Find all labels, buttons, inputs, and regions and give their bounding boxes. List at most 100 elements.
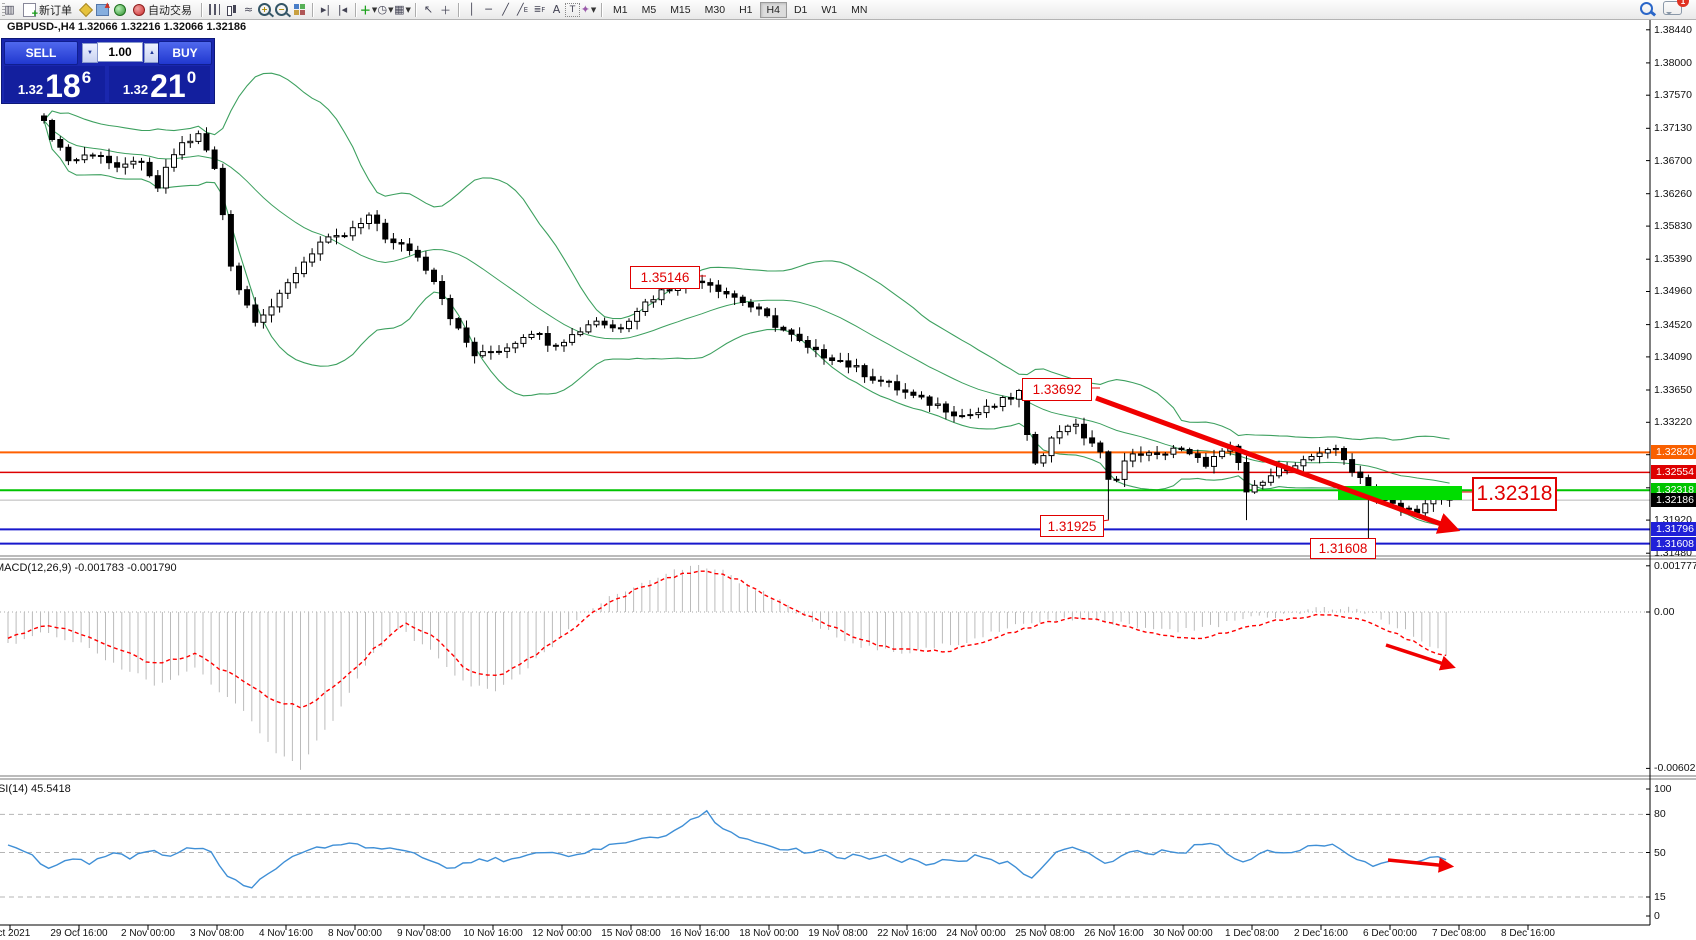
time-tick-label[interactable]: 24 Nov 00:00 (946, 928, 1006, 939)
periods-dropdown-icon[interactable]: ◷ ▼ (377, 3, 394, 16)
time-tick-label[interactable]: 9 Nov 08:00 (397, 928, 451, 939)
price-annotation-1-32318[interactable]: 1.32318 (1472, 477, 1557, 511)
buy-price-small: 1.32 (122, 82, 149, 97)
buy-button[interactable]: BUY (158, 41, 212, 65)
chart-shift-icon[interactable]: |◂ (337, 3, 348, 16)
chat-icon[interactable]: 1 (1663, 0, 1689, 18)
sell-price-display[interactable]: 1.32 18 6 (4, 66, 105, 102)
timeframe-m15[interactable]: M15 (663, 2, 697, 18)
cursor-icon[interactable]: ↖ (423, 3, 434, 16)
text-label-icon[interactable]: T (565, 2, 580, 17)
time-tick-label[interactable]: 1 Dec 08:00 (1225, 928, 1279, 939)
line-chart-icon[interactable]: ≈ (243, 3, 254, 16)
toolbar-separator (415, 2, 416, 17)
timeframe-h1[interactable]: H1 (732, 2, 759, 18)
auto-scroll-icon[interactable]: ▸| (320, 3, 331, 16)
macd-indicator-label: MACD(12,26,9) -0.001783 -0.001790 (0, 562, 177, 574)
price-tick-label: 1.33220 (1654, 416, 1692, 429)
time-axis[interactable]: Oct 2021 29 Oct 16:00 2 Nov 00:00 3 Nov 08:… (0, 926, 1696, 940)
signals-icon[interactable] (111, 2, 128, 18)
time-tick-label[interactable]: 8 Nov 00:00 (328, 928, 382, 939)
price-annotation-1-33692[interactable]: 1.33692 (1022, 378, 1092, 401)
timeframe-d1[interactable]: D1 (787, 2, 814, 18)
timeframe-mn[interactable]: MN (844, 2, 874, 18)
buy-price-display[interactable]: 1.32 21 0 (109, 66, 210, 102)
macd-tick-label: 0.00 (1654, 606, 1675, 618)
time-tick-label[interactable]: 19 Nov 08:00 (808, 928, 868, 939)
price-highlight-label: 1.31608 (1651, 536, 1696, 551)
time-tick-label[interactable]: 7 Dec 08:00 (1432, 928, 1486, 939)
time-tick-label[interactable]: 2 Dec 16:00 (1294, 928, 1348, 939)
price-annotation-1-35146[interactable]: 1.35146 (630, 266, 700, 289)
price-annotation-1-31925[interactable]: 1.31925 (1040, 515, 1104, 537)
macd-tick-label: 0.001777 (1654, 559, 1696, 572)
price-axis[interactable]: 1.38440 1.38000 1.37570 1.37130 1.36700 1.362… (1650, 0, 1696, 940)
time-tick-label[interactable]: 15 Nov 08:00 (601, 928, 661, 939)
buy-price-sup: 0 (186, 68, 197, 87)
timeframe-h4[interactable]: H4 (759, 1, 787, 18)
metaeditor-icon[interactable] (77, 2, 94, 18)
time-tick-label[interactable]: 30 Nov 00:00 (1153, 928, 1213, 939)
indicators-dropdown-icon[interactable]: ＋ ▼ (359, 3, 378, 17)
time-tick-label[interactable]: 6 Dec 00:00 (1363, 928, 1417, 939)
new-order-label: 新订单 (39, 4, 72, 17)
time-tick-label[interactable]: 16 Nov 16:00 (670, 928, 730, 939)
price-tick-label: 1.34090 (1654, 350, 1692, 363)
tile-windows-icon[interactable] (291, 2, 308, 18)
vertical-line-icon[interactable]: │ (468, 3, 475, 16)
text-icon[interactable]: A (552, 3, 561, 16)
price-tick-label: 1.36260 (1654, 187, 1692, 200)
horizontal-line-icon[interactable]: ─ (485, 3, 492, 16)
crosshair-icon[interactable]: ＋ (440, 3, 451, 17)
main-toolbar: ▥ 新订单 自动交易 ≈ + − ▸| |◂ ＋▼ ◷▼ ▦▼ ↖ ＋ │ ─ … (0, 0, 1696, 20)
toolbar-separator (312, 2, 313, 17)
timeframe-m5[interactable]: M5 (635, 2, 664, 18)
time-tick-label[interactable]: 4 Nov 16:00 (259, 928, 313, 939)
publish-chart-icon[interactable] (94, 1, 111, 18)
volume-input[interactable] (97, 42, 143, 62)
arrows-dropdown-icon[interactable]: ✦ ▼ (580, 3, 597, 16)
price-highlight-label: 1.32554 (1651, 465, 1696, 480)
bar-chart-icon[interactable] (206, 2, 223, 18)
time-tick-label[interactable]: 8 Dec 16:00 (1501, 928, 1555, 939)
new-order-icon (23, 2, 38, 20)
autotrading-label: 自动交易 (148, 4, 192, 17)
time-tick-label[interactable]: 22 Nov 16:00 (877, 928, 937, 939)
clipped-chart-icon[interactable]: ▥ (4, 3, 15, 16)
timeframe-m30[interactable]: M30 (698, 2, 732, 18)
volume-decrease-button[interactable]: ▼ (82, 43, 98, 63)
time-tick-label[interactable]: 26 Nov 16:00 (1084, 928, 1144, 939)
time-tick-label[interactable]: 29 Oct 16:00 (50, 928, 108, 939)
toolbar-separator (458, 2, 459, 17)
time-tick-label[interactable]: 10 Nov 16:00 (463, 928, 523, 939)
candlestick-chart-icon[interactable] (223, 2, 240, 18)
zoom-out-icon[interactable]: − (274, 2, 291, 18)
sell-button[interactable]: SELL (4, 41, 78, 65)
toolbar-grip[interactable] (2, 3, 5, 16)
time-tick-label[interactable]: 12 Nov 00:00 (532, 928, 592, 939)
equidistant-channel-icon[interactable]: ╱ E (516, 3, 529, 16)
zoom-in-icon[interactable]: + (257, 2, 274, 18)
new-order-button[interactable]: 新订单 (18, 1, 77, 20)
timeframe-w1[interactable]: W1 (814, 2, 844, 18)
time-tick-label[interactable]: Oct 2021 (0, 928, 31, 939)
time-tick-label[interactable]: 3 Nov 08:00 (190, 928, 244, 939)
time-tick-label[interactable]: 18 Nov 00:00 (739, 928, 799, 939)
sell-price-small: 1.32 (17, 82, 44, 97)
sell-price-sup: 6 (81, 68, 92, 87)
time-tick-label[interactable]: 25 Nov 08:00 (1015, 928, 1075, 939)
toolbar-separator (201, 2, 202, 17)
symbol-ohlc-line: GBPUSD-,H4 1.32066 1.32216 1.32066 1.321… (7, 21, 247, 33)
timeframe-m1[interactable]: M1 (606, 2, 635, 18)
fibonacci-icon[interactable]: ≣ F (533, 4, 546, 15)
trendline-icon[interactable]: ╱ (502, 3, 509, 16)
autotrading-icon (133, 3, 145, 16)
price-tick-label: 1.38000 (1654, 56, 1692, 69)
rsi-tick-label: 80 (1654, 808, 1666, 821)
autotrading-button[interactable]: 自动交易 (128, 1, 197, 18)
time-tick-label[interactable]: 2 Nov 00:00 (121, 928, 175, 939)
templates-dropdown-icon[interactable]: ▦ ▼ (394, 3, 411, 16)
price-annotation-1-31608[interactable]: 1.31608 (1310, 538, 1376, 559)
search-icon[interactable] (1640, 1, 1653, 18)
